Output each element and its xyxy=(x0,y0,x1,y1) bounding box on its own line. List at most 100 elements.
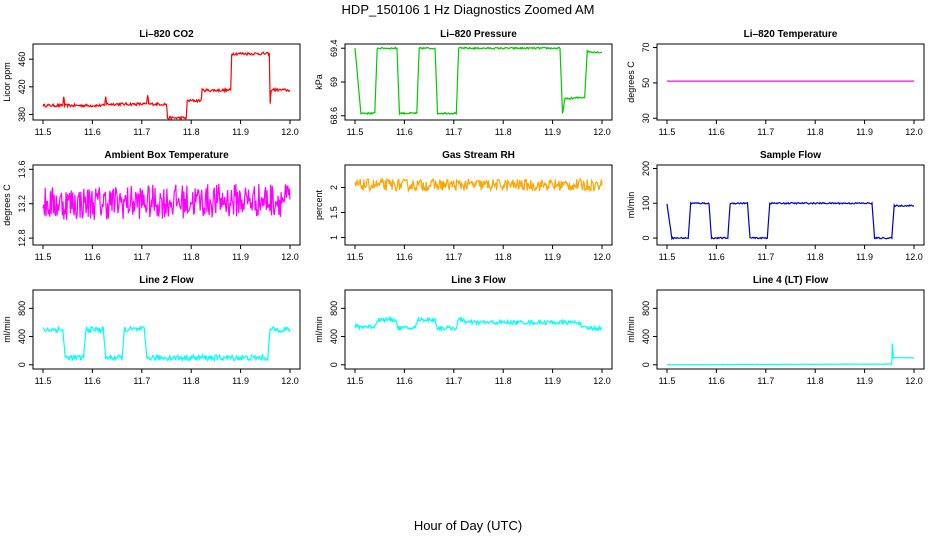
x-tick-label: 11.5 xyxy=(659,127,676,137)
y-axis-label: kPa xyxy=(314,74,324,90)
y-tick-label: 400 xyxy=(641,329,651,344)
x-tick-label: 12.0 xyxy=(593,252,611,262)
x-tick-label: 11.8 xyxy=(807,376,824,386)
series-line xyxy=(354,46,602,116)
x-tick-label: 11.6 xyxy=(708,252,725,262)
x-tick-label: 11.6 xyxy=(708,376,725,386)
x-tick-label: 11.9 xyxy=(544,127,561,137)
x-tick-label: 12.0 xyxy=(281,127,299,137)
x-tick-label: 12.0 xyxy=(905,252,923,262)
series-line xyxy=(667,343,915,366)
y-tick-label: 400 xyxy=(17,329,27,344)
panel-title: Li–820 Temperature xyxy=(744,29,838,40)
x-tick-label: 11.5 xyxy=(35,252,52,262)
x-tick-label: 11.8 xyxy=(495,252,512,262)
y-axis-label: ml/min xyxy=(626,192,636,219)
x-tick-label: 12.0 xyxy=(593,127,611,137)
y-axis-label: percent xyxy=(314,189,324,220)
panel-temperature: Li–820 Temperature degrees C 11.5 11.6 11.7 1… xyxy=(626,29,925,137)
x-tick-label: 11.7 xyxy=(133,376,150,386)
x-tick-label: 11.9 xyxy=(232,376,249,386)
y-tick-label: 1 xyxy=(329,235,339,240)
x-tick-label: 11.8 xyxy=(183,127,200,137)
y-tick-label: 1.5 xyxy=(329,206,339,219)
panel-line4: Line 4 (LT) Flow ml/min 11.5 11.6 11.7 11.8 11… xyxy=(626,275,925,386)
y-tick-label: 0 xyxy=(641,362,651,367)
panel-title: Gas Stream RH xyxy=(442,150,515,161)
y-axis-label: degrees C xyxy=(2,184,12,226)
x-tick-label: 11.6 xyxy=(708,127,725,137)
x-tick-label: 11.9 xyxy=(232,252,249,262)
plot-frame xyxy=(32,43,301,121)
y-tick-label: 200 xyxy=(641,161,651,176)
x-tick-label: 11.8 xyxy=(495,376,512,386)
plot-frame xyxy=(656,289,925,370)
x-tick-label: 11.9 xyxy=(856,252,873,262)
plot-frame xyxy=(344,43,613,121)
y-tick-label: 380 xyxy=(17,107,27,122)
series-line xyxy=(42,324,291,363)
x-tick-label: 11.9 xyxy=(544,252,561,262)
x-tick-label: 11.7 xyxy=(757,127,774,137)
series-line xyxy=(42,51,291,122)
y-axis-label: Licor ppm xyxy=(2,62,12,102)
y-tick-label: 400 xyxy=(329,329,339,344)
x-tick-label: 11.5 xyxy=(35,127,52,137)
x-tick-label: 11.5 xyxy=(35,376,52,386)
y-tick-label: 460 xyxy=(17,52,27,67)
y-tick-label: 100 xyxy=(641,196,651,211)
y-tick-label: 0 xyxy=(641,236,651,241)
x-tick-label: 11.5 xyxy=(659,376,676,386)
series-line xyxy=(354,315,603,333)
panel-sampleflow: Sample Flow ml/min 11.5 11.6 11.7 11.8 11.9 12.… xyxy=(626,150,925,262)
panel-title: Line 3 Flow xyxy=(451,275,506,286)
x-tick-label: 11.9 xyxy=(232,127,249,137)
panel-line2: Line 2 Flow ml/min 11.5 11.6 11.7 11.8 11.9 12.… xyxy=(2,275,301,386)
y-tick-label: 69 xyxy=(329,77,339,87)
panel-co2: Li–820 CO2 Licor ppm 11.5 11.6 11.7 11.8 11.9 1… xyxy=(2,29,301,137)
x-tick-label: 11.9 xyxy=(856,127,873,137)
y-tick-label: 420 xyxy=(17,79,27,94)
x-tick-label: 11.7 xyxy=(133,252,150,262)
y-tick-label: 69.4 xyxy=(329,39,339,57)
x-tick-label: 11.9 xyxy=(856,376,873,386)
x-tick-label: 11.6 xyxy=(84,252,101,262)
x-tick-label: 11.8 xyxy=(183,376,200,386)
y-tick-label: 800 xyxy=(329,301,339,316)
panel-boxtemp: Ambient Box Temperature degrees C 11.5 11.6… xyxy=(2,150,301,262)
y-tick-label: 800 xyxy=(17,301,27,316)
x-tick-label: 12.0 xyxy=(281,376,299,386)
x-tick-label: 11.5 xyxy=(347,376,364,386)
x-tick-label: 11.7 xyxy=(757,376,774,386)
x-tick-label: 11.8 xyxy=(807,127,824,137)
plot-frame xyxy=(32,289,301,370)
x-tick-label: 11.7 xyxy=(445,127,462,137)
y-tick-label: 2 xyxy=(329,185,339,190)
y-tick-label: 13.6 xyxy=(17,161,27,179)
y-tick-label: 800 xyxy=(641,301,651,316)
y-axis-label: ml/min xyxy=(2,316,12,343)
y-tick-label: 12.8 xyxy=(17,229,27,247)
y-tick-label: 0 xyxy=(329,362,339,367)
x-axis-title: Hour of Day (UTC) xyxy=(413,518,523,533)
x-tick-label: 11.6 xyxy=(84,376,101,386)
x-tick-label: 12.0 xyxy=(281,252,299,262)
panel-pressure: Li–820 Pressure kPa 11.5 11.6 11.7 11.8 11.9 12… xyxy=(314,29,613,137)
x-tick-label: 11.7 xyxy=(445,252,462,262)
series-line xyxy=(42,183,291,221)
x-tick-label: 11.6 xyxy=(396,127,413,137)
panel-title: Sample Flow xyxy=(760,150,821,161)
panel-title: Ambient Box Temperature xyxy=(104,150,229,161)
plot-frame xyxy=(344,289,613,370)
plot-frame xyxy=(32,164,301,246)
panel-title: Li–820 CO2 xyxy=(139,29,194,40)
y-tick-label: 68.6 xyxy=(329,107,339,125)
series-line xyxy=(666,201,915,241)
panel-title: Li–820 Pressure xyxy=(440,29,517,40)
panel-line3: Line 3 Flow ml/min 11.5 11.6 11.7 11.8 11.9 12.… xyxy=(314,275,613,386)
x-tick-label: 11.7 xyxy=(445,376,462,386)
x-tick-label: 11.7 xyxy=(133,127,150,137)
plot-frame xyxy=(656,43,925,121)
x-tick-label: 12.0 xyxy=(593,376,611,386)
